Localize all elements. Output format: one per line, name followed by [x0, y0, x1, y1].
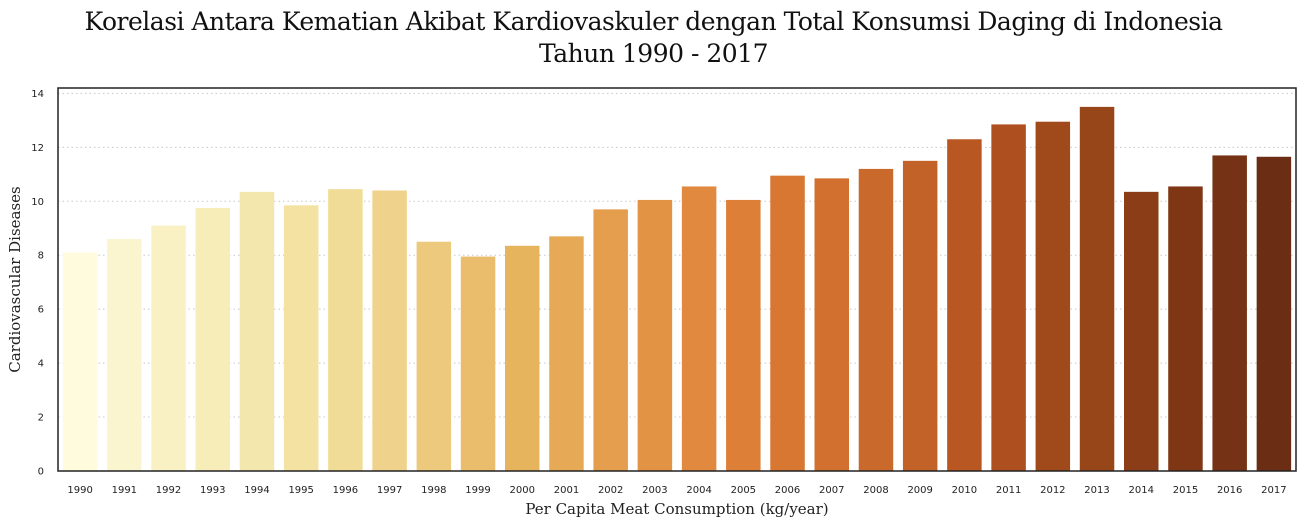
bar-2008: [858, 168, 894, 471]
y-tick-label: 4: [38, 359, 44, 370]
bar-1997: [372, 190, 407, 471]
bar-2012: [1035, 121, 1071, 472]
bar-1994: [239, 191, 275, 471]
bar-2004: [681, 186, 717, 471]
bar-2010: [947, 139, 982, 472]
bar-2017: [1256, 156, 1292, 471]
y-tick-label: 12: [31, 143, 44, 154]
y-tick-labels: 0 2 4 6 8 10 12 14: [31, 89, 44, 478]
x-axis-label: Per Capita Meat Consumption (kg/year): [525, 500, 828, 518]
chart-title: Korelasi Antara Kematian Akibat Kardiova…: [0, 6, 1307, 70]
bar-2003: [637, 199, 673, 471]
bar-2000: [505, 245, 540, 471]
bar-2002: [593, 209, 628, 472]
y-axis-label: Cardiovascular Diseases: [6, 186, 24, 373]
x-tick-label: 2015: [1173, 485, 1198, 496]
bar-1995: [283, 205, 319, 472]
bar-2016: [1212, 155, 1247, 472]
bar-2001: [549, 236, 584, 471]
bar-2006: [770, 175, 805, 471]
x-tick-label: 2017: [1261, 485, 1286, 496]
bar-1992: [151, 225, 186, 471]
x-tick-label: 1999: [465, 485, 490, 496]
x-tick-label: 2013: [1084, 485, 1109, 496]
y-tick-label: 0: [38, 467, 44, 478]
x-tick-label: 2004: [686, 485, 711, 496]
x-tick-label: 1990: [67, 485, 92, 496]
x-tick-label: 2014: [1129, 485, 1154, 496]
bar-1999: [460, 256, 496, 471]
x-tick-label: 2011: [996, 485, 1021, 496]
y-tick-label: 10: [31, 197, 44, 208]
y-tick-label: 2: [38, 413, 44, 424]
x-tick-label: 1991: [112, 485, 137, 496]
x-tick-label: 2001: [554, 485, 579, 496]
bar-2014: [1124, 191, 1159, 471]
plot-frame: [57, 87, 1297, 472]
y-tick-label: 14: [31, 89, 44, 100]
x-tick-label: 1993: [200, 485, 225, 496]
bar-2009: [902, 160, 938, 471]
x-tick-label: 2008: [863, 485, 888, 496]
bar-2015: [1168, 186, 1203, 471]
x-tick-label: 2010: [952, 485, 977, 496]
x-tick-label: 1996: [333, 485, 358, 496]
x-tick-label: 2003: [642, 485, 667, 496]
x-tick-label: 1994: [244, 485, 269, 496]
bar-2007: [814, 178, 849, 471]
x-tick-label: 2007: [819, 485, 844, 496]
bar-1990: [62, 252, 98, 471]
x-tick-labels: 1990 1991 1992 1993 1994 1995 1996 1997 1998 1999…: [67, 485, 1286, 496]
bar-2005: [726, 199, 761, 471]
x-tick-label: 1997: [377, 485, 402, 496]
y-tick-label: 8: [38, 251, 44, 262]
x-tick-label: 2009: [907, 485, 932, 496]
x-tick-label: 1992: [156, 485, 181, 496]
x-tick-label: 2002: [598, 485, 623, 496]
chart-title-line-2: Tahun 1990 - 2017: [539, 39, 768, 68]
bar-2013: [1079, 106, 1115, 471]
bar-1993: [195, 208, 230, 471]
x-tick-label: 1998: [421, 485, 446, 496]
bar-1991: [107, 239, 142, 471]
x-tick-label: 2016: [1217, 485, 1242, 496]
chart-title-line-1: Korelasi Antara Kematian Akibat Kardiova…: [84, 7, 1223, 36]
bar-2011: [991, 124, 1026, 471]
bar-1998: [416, 241, 452, 471]
y-tick-label: 6: [38, 305, 44, 316]
x-tick-label: 1995: [288, 485, 313, 496]
bars: [62, 106, 1292, 472]
x-tick-label: 2006: [775, 485, 800, 496]
x-tick-label: 2000: [510, 485, 535, 496]
bar-1996: [328, 189, 363, 472]
x-tick-label: 2005: [731, 485, 756, 496]
x-tick-label: 2012: [1040, 485, 1065, 496]
